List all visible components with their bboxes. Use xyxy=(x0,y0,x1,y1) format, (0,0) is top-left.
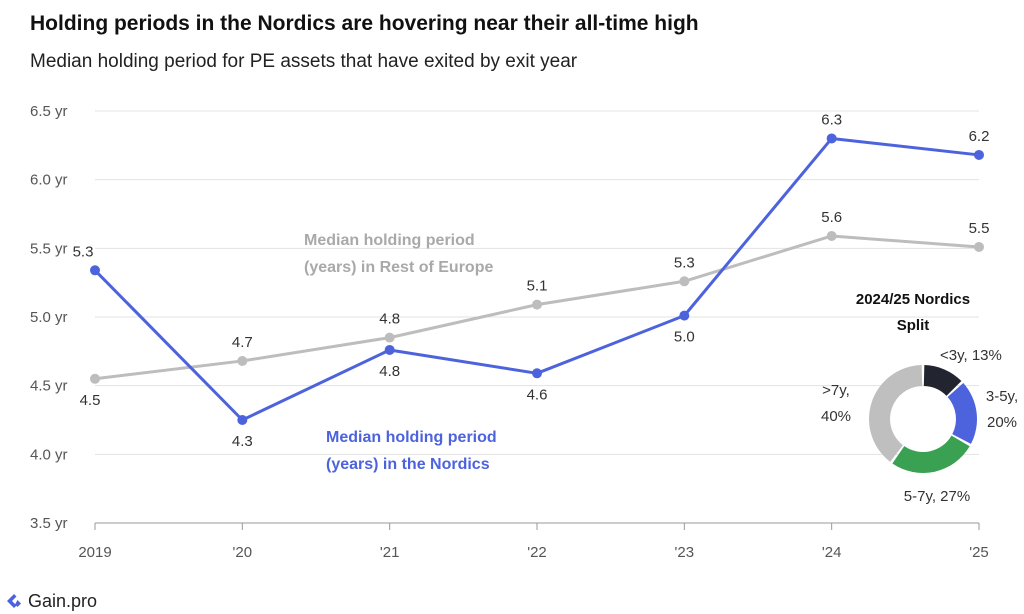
nordics-point xyxy=(974,149,984,160)
europe-data-label: 5.1 xyxy=(527,278,548,295)
nordics-point xyxy=(237,415,248,425)
donut-title: 2024/25 Nordics xyxy=(856,291,970,308)
donut-label: 40% xyxy=(821,408,851,425)
europe-point xyxy=(384,332,395,343)
x-tick-label: '21 xyxy=(380,544,400,561)
europe-point xyxy=(237,355,248,366)
donut-slice-7y xyxy=(868,365,923,462)
y-tick-label: 5.0 yr xyxy=(30,309,68,326)
nordics-data-label: 4.8 xyxy=(379,363,400,380)
grid-lines xyxy=(95,110,979,455)
donut-slice-57y xyxy=(892,435,970,474)
europe-series-label: Median holding period xyxy=(304,232,475,249)
x-tick-label: '25 xyxy=(969,544,989,561)
nordics-data-label: 5.0 xyxy=(674,329,695,346)
y-tick-label: 3.5 yr xyxy=(30,515,68,532)
donut-label: 20% xyxy=(987,414,1017,431)
nordics-point xyxy=(384,344,395,355)
data-labels: 5.3 4.3 4.8 4.6 5.0 6.3 6.2 4.5 4.7 4.8 5.1 5.3 5.6 5… xyxy=(73,111,990,450)
y-tick-label: 6.5 yr xyxy=(30,103,68,120)
x-tick-label: '23 xyxy=(675,544,695,561)
nordics-data-label: 4.3 xyxy=(232,433,253,450)
y-tick-label: 4.5 yr xyxy=(30,378,68,395)
donut-chart: 2024/25 Nordics Split <3y, 13% 3-5y, 20% 5-7y… xyxy=(821,291,1018,505)
donut-title: Split xyxy=(897,317,930,334)
axes: 3.5 yr 4.0 yr 4.5 yr 5.0 yr 5.5 yr 6.0 yr 6.5 … xyxy=(30,103,989,561)
brand-name: Gain.pro xyxy=(28,591,98,611)
europe-point xyxy=(974,241,984,252)
donut-slice-35y xyxy=(947,383,977,444)
x-tick-label: '24 xyxy=(822,544,842,561)
europe-point xyxy=(679,276,690,287)
donut-label: 3-5y, xyxy=(986,388,1018,405)
donut-slice-3y xyxy=(923,365,962,396)
y-tick-label: 5.5 yr xyxy=(30,240,68,257)
europe-point xyxy=(826,230,837,241)
europe-point xyxy=(532,299,542,310)
donut-label: >7y, xyxy=(822,382,850,399)
nordics-point xyxy=(532,368,542,379)
nordics-point xyxy=(90,265,100,276)
nordics-data-label: 5.3 xyxy=(73,243,94,260)
series-annotations: Median holding period (years) in the Nord… xyxy=(304,232,497,473)
donut-label: 5-7y, 27% xyxy=(904,488,970,505)
europe-data-label: 5.3 xyxy=(674,254,695,271)
nordics-point xyxy=(679,310,690,321)
europe-data-label: 4.7 xyxy=(232,334,253,351)
y-tick-label: 4.0 yr xyxy=(30,446,68,463)
nordics-data-label: 6.2 xyxy=(969,128,990,145)
gainpro-logo-icon xyxy=(7,593,21,608)
chart-title: Holding periods in the Nordics are hover… xyxy=(30,12,699,35)
x-tick-label: '22 xyxy=(527,544,547,561)
brand-logo[interactable]: Gain.pro xyxy=(4,591,97,612)
x-tick-label: '20 xyxy=(233,544,253,561)
y-tick-label: 6.0 yr xyxy=(30,172,68,189)
chart-subtitle: Median holding period for PE assets that… xyxy=(30,51,578,72)
nordics-series-label: Median holding period xyxy=(326,429,497,446)
nordics-data-label: 4.6 xyxy=(527,386,548,403)
europe-data-label: 5.6 xyxy=(821,209,842,226)
series xyxy=(90,133,984,425)
europe-series-label: (years) in Rest of Europe xyxy=(304,259,493,276)
nordics-series-label: (years) in the Nordics xyxy=(326,456,490,473)
europe-point xyxy=(90,373,100,384)
nordics-data-label: 6.3 xyxy=(821,111,842,128)
donut-label: <3y, 13% xyxy=(940,347,1002,364)
nordics-point xyxy=(826,133,837,144)
europe-data-label: 4.8 xyxy=(379,311,400,328)
europe-data-label: 4.5 xyxy=(80,392,101,409)
europe-data-label: 5.5 xyxy=(969,220,990,237)
x-tick-label: 2019 xyxy=(78,544,111,561)
